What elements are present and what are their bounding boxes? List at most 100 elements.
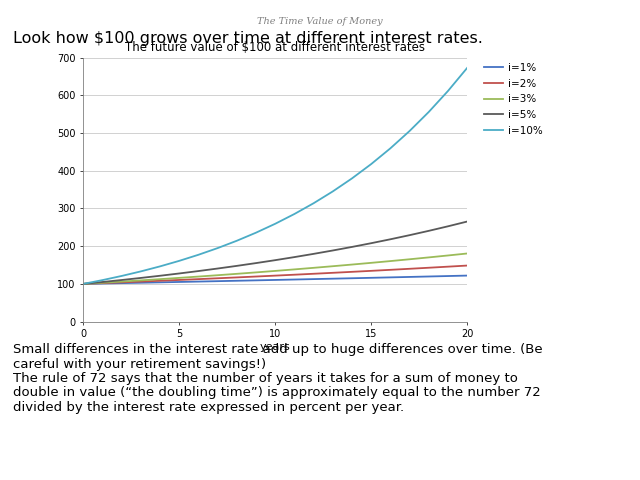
- i=10%: [271, 221, 279, 227]
- i=10%: [367, 161, 375, 167]
- i=1%: [156, 279, 164, 285]
- Line: i=1%: i=1%: [83, 276, 467, 284]
- i=3%: [387, 258, 394, 264]
- i=10%: [195, 252, 202, 258]
- i=5%: [425, 228, 433, 234]
- i=10%: [291, 211, 298, 217]
- i=5%: [291, 254, 298, 260]
- i=10%: [406, 128, 413, 134]
- i=2%: [99, 280, 106, 286]
- i=1%: [387, 275, 394, 280]
- i=10%: [156, 264, 164, 269]
- X-axis label: years: years: [260, 342, 291, 352]
- i=1%: [118, 280, 125, 286]
- i=1%: [175, 279, 183, 285]
- i=2%: [118, 279, 125, 285]
- i=3%: [463, 251, 471, 256]
- i=5%: [195, 268, 202, 274]
- i=2%: [252, 274, 260, 279]
- i=5%: [156, 273, 164, 278]
- i=2%: [195, 276, 202, 282]
- i=5%: [310, 251, 317, 257]
- i=5%: [233, 263, 241, 269]
- i=5%: [271, 257, 279, 263]
- i=10%: [425, 109, 433, 115]
- Line: i=5%: i=5%: [83, 222, 467, 284]
- i=10%: [329, 189, 337, 194]
- i=10%: [348, 176, 356, 181]
- Text: The Time Value of Money: The Time Value of Money: [257, 17, 383, 26]
- i=2%: [406, 266, 413, 272]
- i=3%: [367, 260, 375, 266]
- i=2%: [425, 265, 433, 271]
- i=1%: [137, 280, 145, 286]
- i=3%: [348, 262, 356, 267]
- i=3%: [444, 252, 452, 258]
- i=10%: [463, 65, 471, 71]
- i=10%: [118, 273, 125, 279]
- i=3%: [425, 254, 433, 260]
- i=3%: [214, 272, 221, 278]
- i=2%: [79, 281, 87, 287]
- i=3%: [99, 280, 106, 286]
- i=1%: [79, 281, 87, 287]
- i=5%: [444, 223, 452, 229]
- i=1%: [291, 276, 298, 282]
- i=1%: [367, 275, 375, 281]
- i=10%: [387, 145, 394, 151]
- i=10%: [137, 268, 145, 274]
- i=5%: [214, 265, 221, 271]
- Title: The future value of $100 at different interest rates: The future value of $100 at different in…: [125, 41, 425, 54]
- i=1%: [271, 277, 279, 283]
- i=5%: [252, 260, 260, 266]
- Line: i=2%: i=2%: [83, 265, 467, 284]
- i=1%: [99, 281, 106, 287]
- i=5%: [175, 271, 183, 276]
- i=3%: [291, 266, 298, 272]
- i=1%: [406, 274, 413, 280]
- Text: Small differences in the interest rate add up to huge differences over time. (Be: Small differences in the interest rate a…: [13, 343, 543, 356]
- i=5%: [348, 244, 356, 250]
- i=10%: [444, 88, 452, 94]
- Legend: i=1%, i=2%, i=3%, i=5%, i=10%: i=1%, i=2%, i=3%, i=5%, i=10%: [484, 63, 543, 136]
- Text: The rule of 72 says that the number of years it takes for a sum of money to: The rule of 72 says that the number of y…: [13, 372, 518, 385]
- i=5%: [79, 281, 87, 287]
- i=3%: [195, 274, 202, 279]
- i=1%: [348, 276, 356, 281]
- i=10%: [175, 258, 183, 264]
- i=1%: [425, 274, 433, 279]
- i=3%: [310, 265, 317, 271]
- i=10%: [99, 277, 106, 283]
- i=10%: [310, 200, 317, 206]
- i=1%: [214, 278, 221, 284]
- i=2%: [156, 278, 164, 284]
- i=2%: [233, 275, 241, 280]
- i=3%: [156, 276, 164, 282]
- i=2%: [214, 276, 221, 281]
- i=2%: [291, 272, 298, 277]
- i=3%: [118, 279, 125, 285]
- i=3%: [271, 268, 279, 274]
- i=3%: [175, 275, 183, 281]
- i=2%: [310, 271, 317, 276]
- i=1%: [233, 278, 241, 284]
- i=3%: [233, 271, 241, 276]
- i=3%: [252, 269, 260, 275]
- i=2%: [137, 279, 145, 285]
- Line: i=3%: i=3%: [83, 253, 467, 284]
- Text: divided by the interest rate expressed in percent per year.: divided by the interest rate expressed i…: [13, 401, 404, 414]
- i=2%: [348, 269, 356, 275]
- i=10%: [79, 281, 87, 287]
- Text: careful with your retirement savings!): careful with your retirement savings!): [13, 358, 266, 371]
- i=1%: [252, 277, 260, 283]
- i=2%: [367, 268, 375, 274]
- i=2%: [463, 263, 471, 268]
- i=5%: [367, 240, 375, 246]
- i=3%: [79, 281, 87, 287]
- i=10%: [233, 238, 241, 244]
- i=10%: [214, 245, 221, 251]
- i=3%: [406, 256, 413, 262]
- i=10%: [252, 230, 260, 236]
- Line: i=10%: i=10%: [83, 68, 467, 284]
- Text: Look how $100 grows over time at different interest rates.: Look how $100 grows over time at differe…: [13, 31, 483, 46]
